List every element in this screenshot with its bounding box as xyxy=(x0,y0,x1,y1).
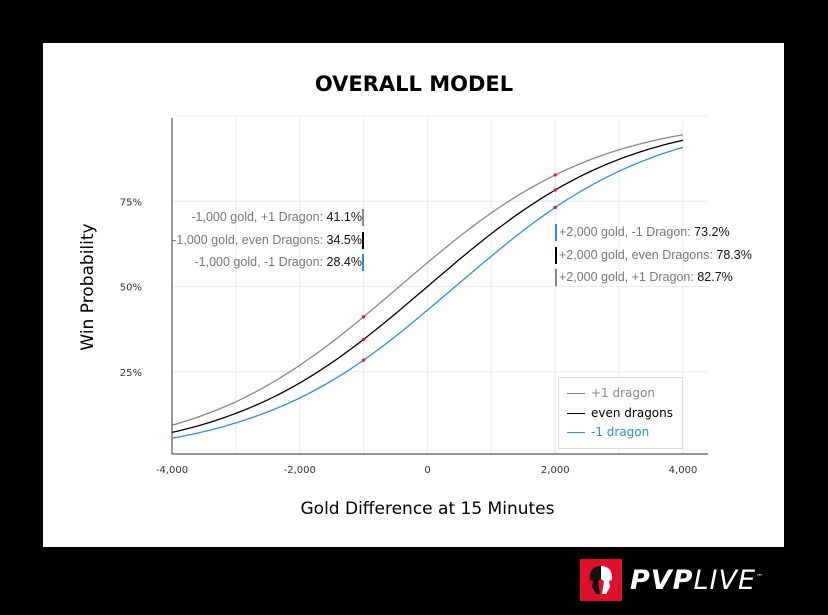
annotation-bar xyxy=(362,209,364,226)
chart-title: OVERALL MODEL xyxy=(314,72,514,96)
spartan-helmet-icon xyxy=(580,559,622,601)
annotation-bar xyxy=(362,232,364,249)
annotation-right-plus1: +2,000 gold, +1 Dragon: 82.7% xyxy=(559,270,733,284)
x-tick-label: 2,000 xyxy=(541,465,570,476)
x-tick-label: 4,000 xyxy=(669,465,698,476)
series-line-minus1 xyxy=(171,146,684,439)
y-tick-label: 75% xyxy=(120,197,142,208)
annotation-right-minus1: +2,000 gold, -1 Dragon: 73.2% xyxy=(559,225,730,239)
data-point-marker xyxy=(553,188,557,192)
pvplive-logo: PVPLIVE™ xyxy=(580,559,764,601)
legend-item-plus1: +1 dragon xyxy=(567,386,655,400)
annotation-right-even: +2,000 gold, even Dragons: 78.3% xyxy=(559,248,752,262)
annotation-left-even: -1,000 gold, even Dragons: 34.5% xyxy=(172,233,362,247)
legend-item-even: even dragons xyxy=(567,406,673,420)
series-line-plus1 xyxy=(171,134,684,426)
data-point-marker xyxy=(362,337,366,341)
trademark: ™ xyxy=(756,572,765,581)
annotation-bar xyxy=(555,247,557,264)
chart-card xyxy=(43,43,784,547)
x-tick-label: -2,000 xyxy=(284,465,316,476)
data-point-marker xyxy=(362,358,366,362)
annotation-bar xyxy=(362,254,364,271)
annotation-bar xyxy=(555,269,557,286)
x-tick-label: 0 xyxy=(424,465,430,476)
brand-bold: PVP xyxy=(630,564,694,596)
annotation-bar xyxy=(555,224,557,241)
data-point-marker xyxy=(362,315,366,319)
y-axis-label: Win Probability xyxy=(78,223,98,351)
y-tick-label: 50% xyxy=(120,283,142,294)
y-tick-label: 25% xyxy=(120,368,142,379)
legend: +1 dragon even dragons -1 dragon xyxy=(558,377,683,449)
series-line-even xyxy=(171,139,684,434)
data-point-marker xyxy=(553,173,557,177)
annotation-left-minus1: -1,000 gold, -1 Dragon: 28.4% xyxy=(194,255,362,269)
x-axis-label: Gold Difference at 15 Minutes xyxy=(300,499,555,519)
annotation-left-plus1: -1,000 gold, +1 Dragon: 41.1% xyxy=(191,210,362,224)
data-point-marker xyxy=(553,205,557,209)
brand-light: LIVE xyxy=(693,564,757,596)
legend-item-minus1: -1 dragon xyxy=(567,425,649,439)
x-tick-label: -4,000 xyxy=(156,465,188,476)
